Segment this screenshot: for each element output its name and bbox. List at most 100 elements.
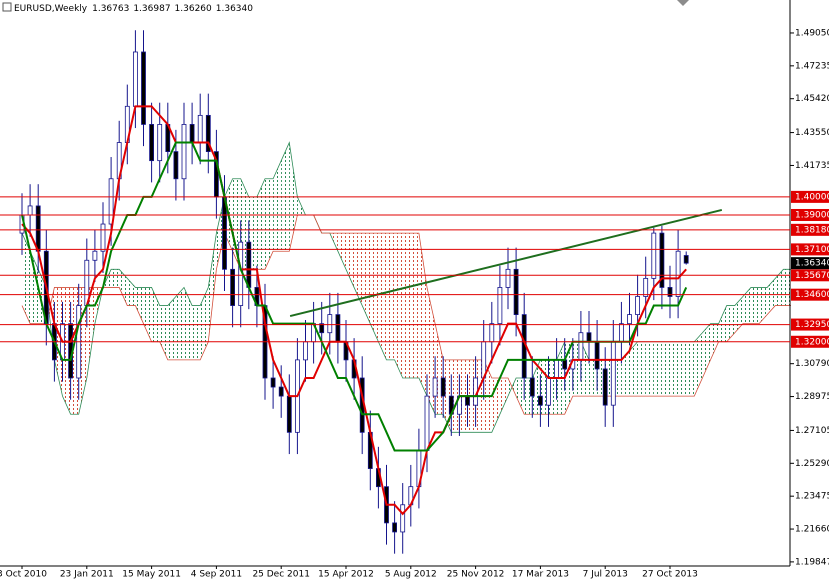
cloud-segment [192,305,201,360]
candle-body [35,205,41,252]
price-axis-bg [791,0,829,566]
level-label-box [791,223,829,236]
candle-body [270,377,276,388]
cloud-segment [410,233,419,378]
plot-area [19,30,792,554]
candle-body [635,296,640,316]
cloud-segment [661,341,670,397]
cloud-segment [516,377,525,415]
cloud-segment [499,377,508,415]
candle-body [149,124,155,162]
candle-body [327,314,333,334]
y-tick-label: 1.45420 [795,94,829,104]
level-label: 1.39000 [795,210,829,220]
cloud-segment [621,350,630,397]
y-tick-label: 1.21660 [795,525,829,535]
candle-body [513,268,519,316]
cloud-segment [265,178,274,270]
cloud-segment [151,287,160,342]
candle-body [108,178,114,225]
y-tick-label: 1.47235 [795,61,829,71]
cloud-segment [354,233,363,306]
candle-body [546,377,551,406]
level-label-box [791,243,829,256]
cloud-segment [111,269,120,288]
cloud-segment [86,287,95,378]
level-label-box [791,288,829,301]
candle-body [303,341,308,361]
cloud-segment [637,341,646,397]
cloud-segment [346,233,355,288]
header-text: EURUSD,Weekly 1.36763 1.36987 1.36260 1.3634… [14,4,253,14]
x-tick-label: 25 Dec 2011 [252,570,310,580]
candle-body [562,359,568,370]
level-label: 1.32000 [795,337,829,347]
level-label-box [791,208,829,221]
candle-body [141,51,146,125]
cloud-segment [694,332,703,397]
cloud-segment [22,233,31,324]
level-label: 1.32950 [795,320,829,330]
cloud-segment [127,278,136,306]
high: 1.36987 [133,4,170,14]
cloud-segment [62,287,71,415]
cloud-segment [175,287,184,360]
cloud-segment [30,251,39,324]
candle-body [675,250,681,297]
y-tick-label: 1.43550 [795,128,829,138]
cloud-segment [751,287,760,324]
candle-body [230,268,236,306]
candle-body [554,359,559,379]
candle-body [286,395,292,433]
candle-body [132,51,138,107]
candle-body [651,232,657,279]
y-tick-label: 1.19847 [795,557,829,567]
y-tick-label: 1.49050 [795,28,829,38]
candle-body [465,395,470,406]
header-icon [2,2,12,12]
cloud-segment [337,233,346,270]
y-tick-label: 1.41735 [795,161,829,171]
candle-body [173,151,179,180]
candle-body [643,277,649,297]
x-tick-label: 23 Jan 2011 [60,570,114,580]
current-price-box [791,257,829,270]
cloud-segment [670,341,679,397]
candle-body [319,323,325,334]
level-label: 1.40000 [795,192,829,202]
candle-body [222,196,227,270]
x-tick-label: 3 Oct 2010 [0,570,47,580]
close: 1.36340 [216,4,253,14]
x-tick-label: 15 May 2011 [122,570,181,580]
cloud-segment [143,287,152,342]
x-tick-label: 25 Nov 2012 [447,570,505,580]
cloud-segment [256,178,265,270]
candle-body [538,395,543,406]
level-label-box [791,335,829,348]
cloud-segment [394,233,403,378]
header: EURUSD,Weekly 1.36763 1.36987 1.36260 1.3634… [2,2,253,14]
span-b-line [21,214,792,415]
cloud-segment [759,287,768,324]
current-price-label: 1.36340 [795,259,829,269]
symbol: EURUSD,Weekly [14,4,88,14]
indicator-line [21,105,687,516]
candle-body [578,332,584,361]
cloud-segment [678,341,687,397]
candle-body [181,124,187,180]
level-label: 1.34600 [795,290,829,300]
candle-body [619,323,624,343]
candle-body [586,332,592,343]
candle-body [92,250,98,261]
low: 1.36260 [175,4,212,14]
level-label-box [791,318,829,331]
y-tick-label: 1.28975 [795,392,829,402]
trend-line [289,208,723,318]
cloud-segment [362,233,371,324]
candle-body [627,314,632,325]
candle-body [335,314,341,343]
candle-body [667,287,673,297]
cloud-segment [653,341,662,397]
cloud-segment [645,341,654,397]
